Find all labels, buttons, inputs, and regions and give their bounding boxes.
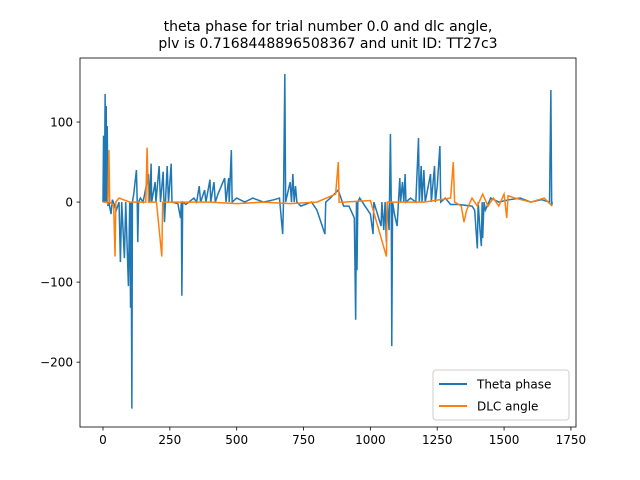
chart-title: plv is 0.7168448896508367 and unit ID: T… [158, 36, 497, 52]
y-tick-label: 0 [65, 196, 73, 210]
legend-label: Theta phase [476, 378, 551, 392]
x-tick-label: 1750 [556, 433, 587, 447]
y-tick-label: −100 [40, 276, 73, 290]
x-tick-label: 0 [99, 433, 107, 447]
x-tick-label: 1000 [355, 433, 386, 447]
x-tick-label: 500 [225, 433, 248, 447]
plot-frame [79, 57, 577, 428]
x-tick-label: 750 [292, 433, 315, 447]
legend-label: DLC angle [477, 400, 538, 414]
y-tick-label: −200 [40, 356, 73, 370]
legend-box [432, 369, 570, 421]
x-tick-label: 250 [158, 433, 181, 447]
y-tick-label: 100 [50, 116, 73, 130]
x-tick-label: 1250 [422, 433, 453, 447]
data-line [103, 147, 553, 257]
data-line [102, 74, 553, 409]
chart-title: theta phase for trial number 0.0 and dlc… [164, 19, 493, 35]
x-tick-label: 1500 [489, 433, 520, 447]
